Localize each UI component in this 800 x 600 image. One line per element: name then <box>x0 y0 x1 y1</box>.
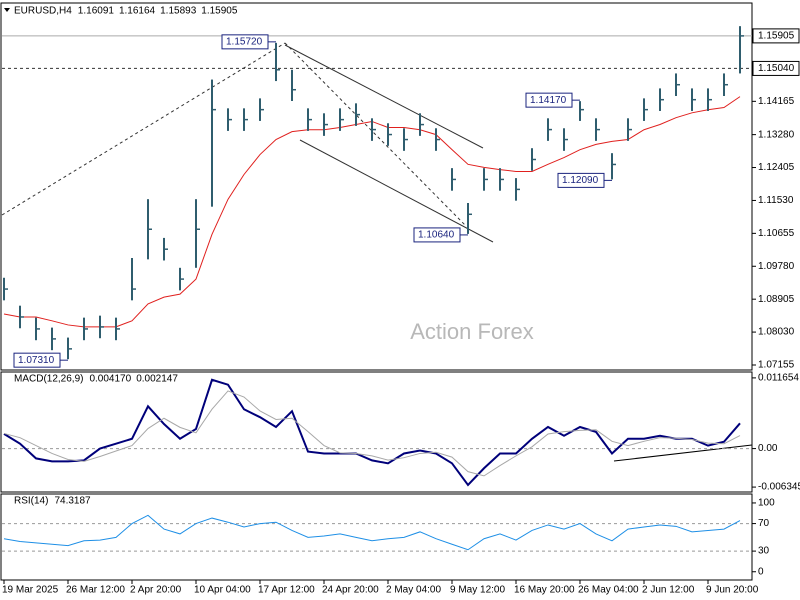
y-tick-label: -0.006345 <box>758 482 800 493</box>
y-tick-label: 1.12405 <box>758 162 795 173</box>
y-tick-label: 0.00 <box>758 443 778 454</box>
annotation-label: 1.10640 <box>418 230 455 241</box>
channel-line <box>299 139 494 243</box>
y-tick-label: 1.09780 <box>758 261 795 272</box>
header-value: 1.15905 <box>201 6 238 17</box>
y-tick-label: 30 <box>758 546 770 557</box>
x-tick-label: 10 Apr 04:00 <box>194 585 251 596</box>
signal-line <box>3 390 741 477</box>
price-panel <box>0 2 753 371</box>
y-tick-label: 1.07155 <box>758 360 795 371</box>
x-tick-label: 24 Apr 20:00 <box>322 585 379 596</box>
y-tick-label: 1.13280 <box>758 129 795 140</box>
rsi-line <box>3 514 741 551</box>
x-tick-label: 2 Jun 12:00 <box>642 585 695 596</box>
trend-line <box>284 42 466 226</box>
x-tick-label: 2 May 04:00 <box>386 585 441 596</box>
y-tick-label: 1.08905 <box>758 294 795 305</box>
panel-title: EURUSD,H4 <box>14 6 72 17</box>
panel-title: RSI(14) <box>14 496 48 507</box>
menu-arrow <box>4 8 10 12</box>
annotation-label: 1.07310 <box>18 355 55 366</box>
header-value: 74.3187 <box>54 496 91 507</box>
header-value: 0.004170 <box>89 374 131 385</box>
y-tick-label: 1.14165 <box>758 96 795 107</box>
current-price-label: 1.15905 <box>758 31 795 42</box>
current-price-label-box <box>752 28 800 44</box>
header-value: 1.15893 <box>160 6 197 17</box>
level-label-box <box>752 60 800 76</box>
header-value: 0.002147 <box>136 374 178 385</box>
y-tick-label: 0 <box>758 566 764 577</box>
x-tick-label: 9 May 12:00 <box>450 585 505 596</box>
level-label: 1.15040 <box>758 63 795 74</box>
annotation-label: 1.14170 <box>530 95 567 106</box>
x-tick-label: 16 May 20:00 <box>514 585 575 596</box>
x-tick-label: 26 Mar 12:00 <box>66 585 125 596</box>
annotation-label: 1.15720 <box>226 36 263 47</box>
annotation-label: 1.12090 <box>562 175 599 186</box>
y-tick-label: 70 <box>758 518 770 529</box>
y-tick-label: 1.10655 <box>758 228 795 239</box>
panel-title: MACD(12,26,9) <box>14 374 83 385</box>
x-tick-label: 17 Apr 12:00 <box>258 585 315 596</box>
y-tick-label: 0.011654 <box>758 373 799 384</box>
y-tick-label: 1.08030 <box>758 327 795 338</box>
header-value: 1.16091 <box>78 6 115 17</box>
macd-panel <box>0 371 753 493</box>
x-tick-label: 9 Jun 20:00 <box>706 585 759 596</box>
x-tick-label: 26 May 04:00 <box>578 585 639 596</box>
header-value: 1.16164 <box>119 6 156 17</box>
macd-line <box>3 378 741 487</box>
trend-line <box>1 42 286 216</box>
watermark: Action Forex <box>410 319 534 344</box>
y-tick-label: 100 <box>758 498 775 509</box>
rsi-panel <box>0 493 753 581</box>
y-tick-label: 1.11530 <box>758 195 794 206</box>
x-tick-label: 19 Mar 2025 <box>2 585 59 596</box>
channel-line <box>284 44 484 149</box>
x-tick-label: 2 Apr 20:00 <box>130 585 182 596</box>
macd-trend-line <box>613 444 753 462</box>
